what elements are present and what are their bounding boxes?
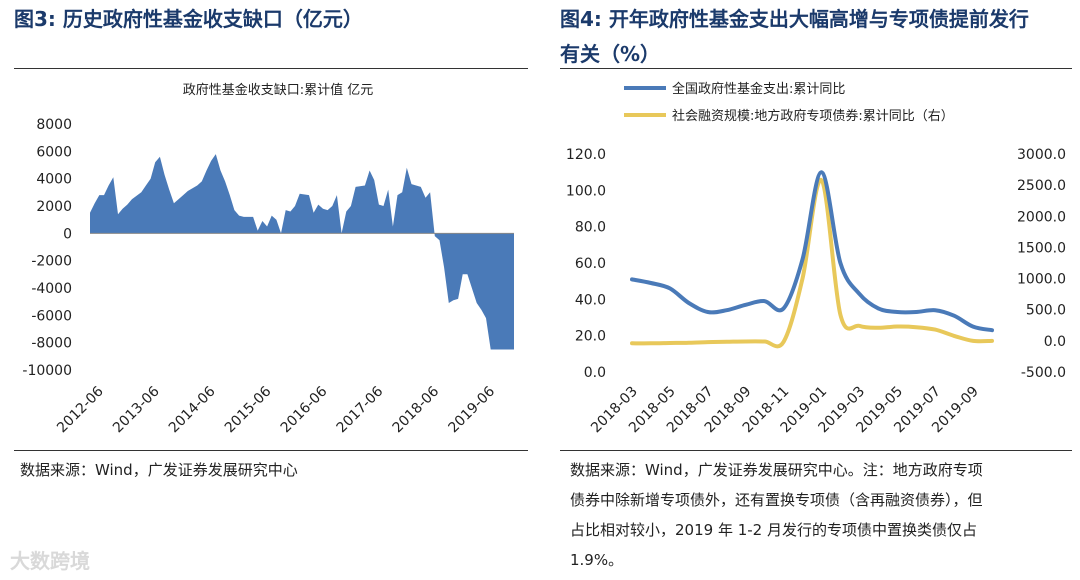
left-top-rule [14,68,528,69]
left-bottom-rule [14,450,528,451]
y-left-tick-label: 40.0 [575,292,606,308]
right-top-rule [560,68,1072,69]
right-source-line: 数据来源：Wind，广发证券发展研究中心。注：地方政府专项 [570,461,983,479]
y-left-tick-label: 80.0 [575,220,606,236]
chart-title: 政府性基金收支缺口:累计值 亿元 [183,82,374,98]
right-figure-title-line1: 图4: 开年政府性基金支出大幅高增与专项债提前发行 [560,7,1029,31]
right-bottom-rule [560,450,1072,451]
right-source-line: 债券中除新增专项债外，还有置换专项债（含再融资债券），但 [570,491,983,509]
right-source-note: 数据来源：Wind，广发证券发展研究中心。注：地方政府专项 债券中除新增专项债外… [570,455,983,575]
right-source-line: 占比相对较小，2019 年 1-2 月发行的专项债中置换类债仅占 [570,521,977,539]
legend-label: 社会融资规模:地方政府专项债券:累计同比（右） [672,108,954,124]
y-right-tick-label: -500.0 [1021,365,1066,381]
left-source-note: 数据来源：Wind，广发证券发展研究中心 [20,461,298,479]
gap-area-series [90,154,514,350]
y-right-tick-label: 1500.0 [1017,240,1066,256]
y-right-tick-label: 0.0 [1044,334,1066,350]
y-tick-label: -2000 [31,254,72,270]
y-right-tick-label: 1000.0 [1017,272,1066,288]
y-right-tick-label: 500.0 [1026,303,1066,319]
y-left-tick-label: 60.0 [575,256,606,272]
y-tick-label: 0 [63,226,72,242]
right-source-line: 1.9%。 [570,551,624,569]
left-figure-title: 图3: 历史政府性基金收支缺口（亿元） [14,7,363,31]
y-tick-label: 4000 [36,172,72,188]
y-tick-label: 8000 [36,117,72,133]
left-figure: 图3: 历史政府性基金收支缺口（亿元） [14,0,528,35]
right-figure-title-line2: 有关（%） [560,42,661,66]
y-left-tick-label: 0.0 [584,365,606,381]
y-right-tick-label: 2000.0 [1017,209,1066,225]
y-tick-label: 6000 [36,144,72,160]
y-tick-label: -8000 [31,336,72,352]
right-figure: 图4: 开年政府性基金支出大幅高增与专项债提前发行 有关（%） [560,0,1072,70]
y-tick-label: -4000 [31,281,72,297]
y-right-tick-label: 2500.0 [1017,178,1066,194]
y-tick-label: 2000 [36,199,72,215]
legend-label: 全国政府性基金支出:累计同比 [672,81,845,97]
gap-area-chart: 政府性基金收支缺口:累计值 亿元 8000 6000 4000 2000 0 -2000 -4… [22,82,514,436]
y-left-tick-label: 20.0 [575,329,606,345]
y-tick-label: -6000 [31,308,72,324]
y-tick-label: -10000 [22,363,72,379]
y-left-tick-label: 120.0 [566,147,606,163]
fund-spending-line [630,170,994,333]
y-left-tick-label: 100.0 [566,183,606,199]
watermark-logo: 大数跨境 [10,549,90,573]
y-right-tick-label: 3000.0 [1017,147,1066,163]
